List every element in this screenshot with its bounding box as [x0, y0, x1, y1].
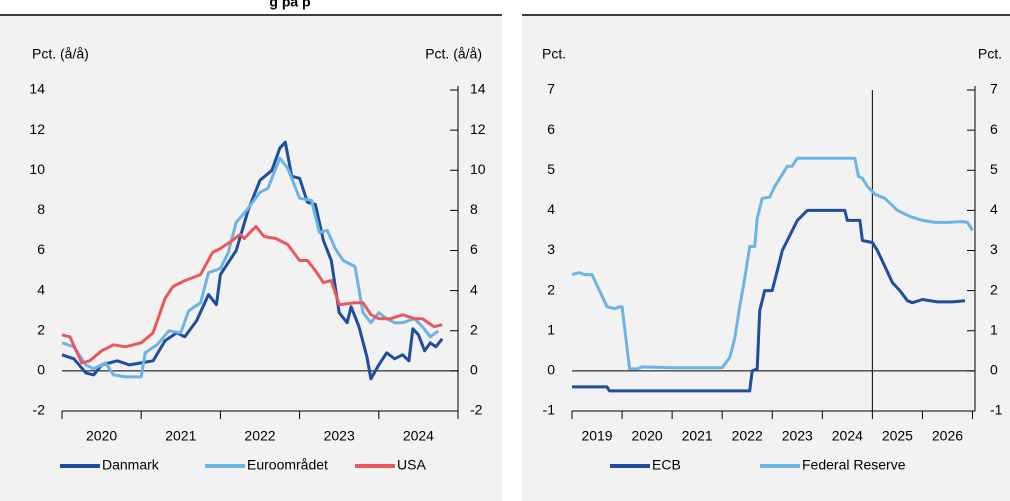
y-tick-label: 0: [37, 362, 45, 378]
y2-tick-label: 4: [470, 281, 478, 297]
y-tick-label: 4: [37, 281, 45, 297]
x-tick-label: 2019: [581, 428, 612, 444]
y2-tick-label: 1: [990, 321, 998, 337]
x-tick-label: 2022: [244, 428, 275, 444]
x-tick-label: 2021: [165, 428, 196, 444]
y-tick-label: 10: [29, 161, 45, 177]
y2-tick-label: 2: [990, 281, 998, 297]
x-tick-label: 2024: [403, 428, 434, 444]
y-tick-label: 2: [547, 281, 555, 297]
x-tick-label: 2023: [782, 428, 813, 444]
x-tick-label: 2025: [882, 428, 913, 444]
legend-label: Federal Reserve: [802, 457, 906, 473]
x-tick-label: 2026: [932, 428, 963, 444]
series-line: [571, 156, 974, 371]
y-tick-label: 12: [29, 121, 45, 137]
y2-tick-label: 2: [470, 321, 478, 337]
series-line: [61, 156, 440, 379]
x-tick-label: 2022: [732, 428, 763, 444]
series-line: [572, 208, 966, 393]
y-tick-label: 8: [37, 201, 45, 217]
y2-tick-label: 7: [990, 81, 998, 97]
x-tick-label: 2020: [632, 428, 663, 444]
panel-right: [522, 15, 1010, 501]
y2-tick-label: 8: [470, 201, 478, 217]
legend-label: ECB: [652, 457, 681, 473]
y-tick-label: 7: [547, 81, 555, 97]
y2-tick-label: 3: [990, 241, 998, 257]
y-tick-label: -1: [543, 402, 556, 418]
y2-tick-label: 5: [990, 161, 998, 177]
y-tick-label: 0: [547, 362, 555, 378]
y2-tick-label: 10: [470, 161, 486, 177]
y-axis-title: Pct.: [542, 46, 566, 62]
y2-tick-label: 6: [470, 241, 478, 257]
y2-tick-label: -2: [470, 402, 483, 418]
legend-label: Euroområdet: [247, 457, 328, 473]
y-axis-title: Pct.: [978, 46, 1002, 62]
y2-tick-label: 6: [990, 121, 998, 137]
y-tick-label: 14: [29, 81, 45, 97]
y2-tick-label: 14: [470, 81, 486, 97]
y-axis-title: Pct. (å/å): [425, 46, 482, 62]
panel-left: [0, 15, 502, 501]
y-tick-label: 6: [37, 241, 45, 257]
legend-label: Danmark: [102, 457, 160, 473]
y2-tick-label: -1: [990, 402, 1003, 418]
chart-title: g på p: [269, 0, 310, 10]
y-tick-label: 6: [547, 121, 555, 137]
y-tick-label: 2: [37, 321, 45, 337]
x-tick-label: 2021: [682, 428, 713, 444]
series-line: [61, 224, 443, 365]
y-tick-label: 4: [547, 201, 555, 217]
y-tick-label: 3: [547, 241, 555, 257]
y2-tick-label: 0: [470, 362, 478, 378]
y2-tick-label: 0: [990, 362, 998, 378]
y2-tick-label: 4: [990, 201, 998, 217]
y2-tick-label: 12: [470, 121, 486, 137]
y-tick-label: 1: [547, 321, 555, 337]
y-tick-label: 5: [547, 161, 555, 177]
y-tick-label: -2: [33, 402, 46, 418]
x-tick-label: 2024: [832, 428, 863, 444]
x-tick-label: 2020: [86, 428, 117, 444]
x-tick-label: 2023: [324, 428, 355, 444]
y-axis-title: Pct. (å/å): [32, 46, 89, 62]
legend-label: USA: [397, 457, 426, 473]
